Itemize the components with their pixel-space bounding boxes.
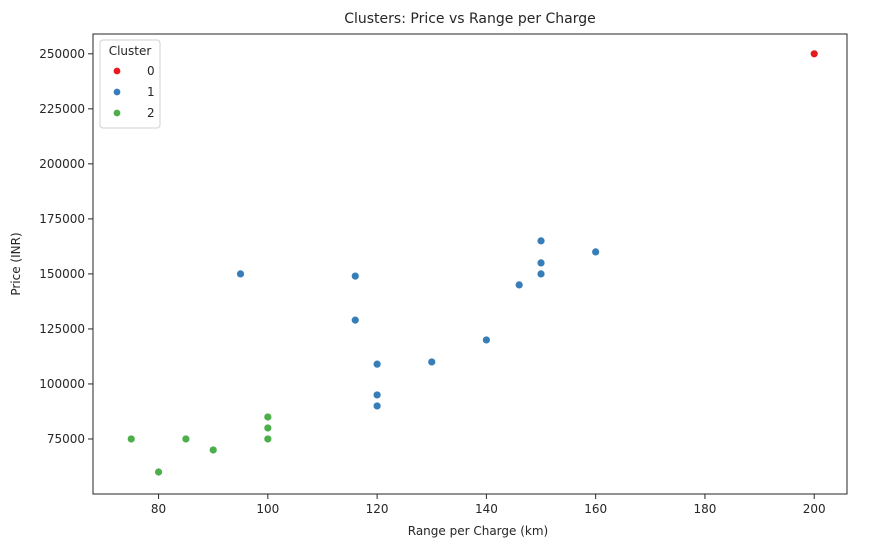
- data-point-cluster-2: [126, 434, 136, 444]
- legend-marker-1: [112, 87, 122, 97]
- legend-marker-0: [112, 66, 122, 76]
- data-point-cluster-2: [154, 467, 163, 477]
- y-tick-label: 175000: [39, 212, 85, 226]
- y-tick-label: 100000: [39, 377, 85, 391]
- data-point-cluster-2: [208, 445, 218, 455]
- data-point-cluster-1: [372, 401, 382, 411]
- data-point-cluster-0: [809, 49, 819, 59]
- legend-marker-2: [112, 108, 122, 118]
- data-point-cluster-1: [481, 335, 491, 345]
- x-tick-label: 200: [803, 502, 826, 516]
- data-point-cluster-1: [536, 269, 546, 279]
- data-point-cluster-2: [263, 423, 273, 433]
- data-point-cluster-1: [536, 236, 546, 246]
- plot-frame: [92, 33, 848, 495]
- y-tick-label: 75000: [47, 432, 85, 446]
- legend-label-2: 2: [147, 106, 155, 120]
- legend-title: Cluster: [109, 44, 152, 58]
- data-point-cluster-1: [591, 247, 601, 257]
- legend-label-1: 1: [147, 85, 155, 99]
- data-points: [126, 49, 819, 477]
- data-point-cluster-1: [350, 271, 360, 281]
- x-tick-label: 80: [151, 502, 166, 516]
- y-tick-label: 200000: [39, 157, 85, 171]
- data-point-cluster-2: [181, 434, 191, 444]
- legend-box: [99, 39, 161, 129]
- y-axis: 75000 100000 125000 150000 175000 200000 22500…: [39, 47, 93, 446]
- x-tick-label: 160: [584, 502, 607, 516]
- x-tick-label: 120: [366, 502, 389, 516]
- y-tick-label: 150000: [39, 267, 85, 281]
- legend-label-0: 0: [147, 64, 155, 78]
- x-tick-label: 140: [475, 502, 498, 516]
- y-tick-label: 250000: [39, 47, 85, 61]
- y-tick-label: 225000: [39, 102, 85, 116]
- x-axis: 80 100 120 140 160 180 200: [151, 494, 826, 516]
- x-tick-label: 180: [693, 502, 716, 516]
- data-point-cluster-2: [263, 434, 273, 444]
- plot-area: [92, 33, 848, 495]
- data-point-cluster-2: [263, 412, 273, 422]
- data-point-cluster-1: [372, 359, 382, 369]
- data-point-cluster-1: [236, 269, 245, 279]
- y-tick-label: 125000: [39, 322, 85, 336]
- data-point-cluster-1: [427, 357, 437, 367]
- data-point-cluster-1: [514, 280, 524, 290]
- data-point-cluster-1: [372, 390, 382, 400]
- y-axis-label: Price (INR): [9, 232, 23, 295]
- data-point-cluster-1: [350, 315, 360, 325]
- x-axis-label: Range per Charge (km): [408, 524, 548, 538]
- legend: Cluster 0 1 2: [99, 39, 161, 129]
- x-tick-label: 100: [256, 502, 279, 516]
- chart-title: Clusters: Price vs Range per Charge: [344, 11, 596, 27]
- data-point-cluster-1: [536, 258, 546, 268]
